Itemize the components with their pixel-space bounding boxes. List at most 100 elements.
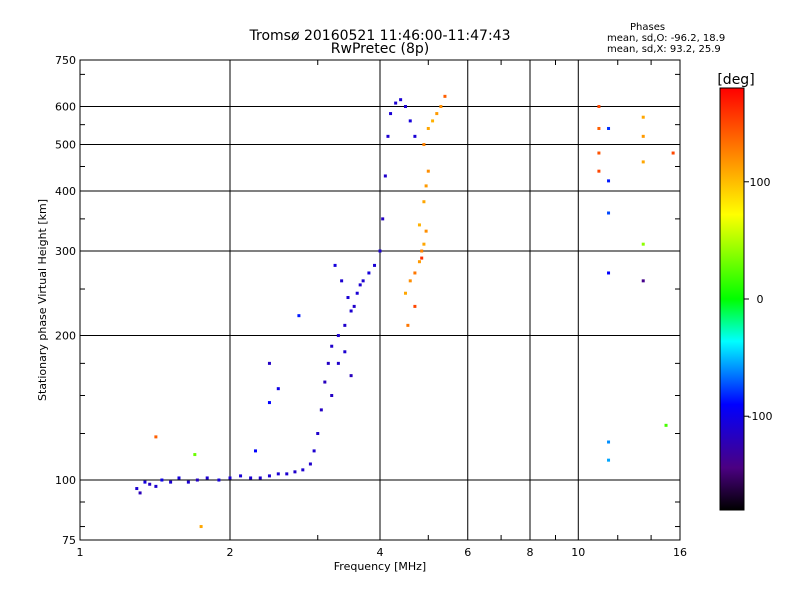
echo-point — [267, 401, 271, 405]
colorbar-tick-label: 100 — [750, 176, 771, 189]
y-tick-label: 750 — [55, 54, 76, 67]
echo-point — [443, 94, 447, 98]
echo-point — [258, 476, 262, 480]
echo-point — [138, 491, 142, 495]
echo-point — [143, 480, 147, 484]
echo-point — [349, 309, 353, 313]
echo-point — [641, 160, 645, 164]
echo-point — [193, 453, 197, 457]
echo-point — [316, 432, 320, 436]
echo-point — [239, 474, 243, 478]
echo-point — [346, 296, 350, 300]
y-tick-label: 200 — [55, 330, 76, 343]
echo-point — [148, 482, 152, 486]
echo-point — [378, 249, 382, 253]
echo-point — [389, 112, 393, 116]
echo-point — [319, 408, 323, 412]
echo-point — [597, 105, 601, 109]
echo-point — [199, 525, 203, 529]
y-axis-title: Stationary phase Virtual Height [km] — [36, 199, 49, 401]
echo-point — [160, 478, 164, 482]
echo-point — [641, 115, 645, 119]
echo-point — [641, 134, 645, 138]
echo-point — [336, 334, 340, 338]
echo-point — [228, 476, 232, 480]
plot-frame — [79, 59, 681, 541]
echo-point — [253, 449, 257, 453]
colorbar — [719, 87, 745, 511]
chart-title-line2: RwPretec (8p) — [330, 41, 430, 57]
echo-point — [399, 98, 403, 102]
echo-point — [330, 344, 334, 348]
y-tick-label: 100 — [55, 474, 76, 487]
echo-point — [403, 291, 407, 295]
echo-point — [424, 184, 428, 188]
echo-point — [358, 283, 362, 287]
echo-point — [431, 119, 435, 123]
echo-point — [323, 380, 327, 384]
echo-point — [422, 143, 426, 147]
echo-point — [426, 126, 430, 130]
echo-point — [597, 151, 601, 155]
echo-point — [383, 174, 387, 178]
echo-point — [413, 134, 417, 138]
echo-point — [386, 134, 390, 138]
echo-point — [343, 323, 347, 327]
x-tick-label: 16 — [673, 546, 687, 559]
echo-point — [671, 151, 675, 155]
echo-point — [439, 105, 443, 109]
echo-point — [297, 314, 301, 318]
echo-point — [394, 101, 398, 105]
echo-point — [343, 350, 347, 354]
phase-box-line-o: mean, sd,O: -96.2, 18.9 — [607, 33, 726, 44]
echo-point — [413, 271, 417, 275]
echo-point — [435, 112, 439, 116]
x-tick-label: 10 — [571, 546, 585, 559]
colorbar-tick-label: -100 — [748, 410, 773, 423]
phase-box-line-x: mean, sd,X: 93.2, 25.9 — [607, 44, 721, 55]
echo-point — [607, 179, 611, 183]
colorbar-label: [deg] — [717, 72, 754, 88]
echo-point — [607, 458, 611, 462]
echo-point — [426, 169, 430, 173]
echo-point — [641, 242, 645, 246]
echo-point — [367, 271, 371, 275]
colorbar-tick-label: 0 — [757, 293, 764, 306]
echo-point — [607, 271, 611, 275]
echo-point — [664, 423, 668, 427]
y-tick-label: 300 — [55, 245, 76, 258]
echo-point — [361, 279, 365, 283]
echo-point — [420, 249, 424, 253]
echo-point — [336, 361, 340, 365]
y-tick-label: 75 — [62, 534, 76, 547]
echo-point — [195, 478, 199, 482]
echo-point — [349, 374, 353, 378]
echo-point — [408, 279, 412, 283]
echo-point — [424, 229, 428, 233]
echo-point — [352, 304, 356, 308]
echo-point — [217, 478, 221, 482]
echo-point — [413, 304, 417, 308]
echo-point — [312, 449, 316, 453]
echo-point — [276, 387, 280, 391]
echo-point — [417, 260, 421, 264]
echo-point — [373, 263, 377, 267]
x-tick-label: 1 — [77, 546, 84, 559]
echo-point — [355, 291, 359, 295]
y-tick-label: 600 — [55, 101, 76, 114]
echo-point — [326, 361, 330, 365]
echo-point — [607, 211, 611, 215]
phase-box-header: Phases — [630, 22, 666, 33]
echo-point — [422, 242, 426, 246]
echo-point — [330, 394, 334, 398]
echo-point — [154, 484, 158, 488]
echo-point — [597, 169, 601, 173]
echo-point — [408, 119, 412, 123]
echo-point — [403, 105, 407, 109]
echo-point — [333, 263, 337, 267]
echo-point — [641, 279, 645, 283]
echo-point — [301, 468, 305, 472]
chart-title-line1: Tromsø 20160521 11:46:00-11:47:43 — [249, 28, 511, 44]
echo-point — [308, 462, 312, 466]
